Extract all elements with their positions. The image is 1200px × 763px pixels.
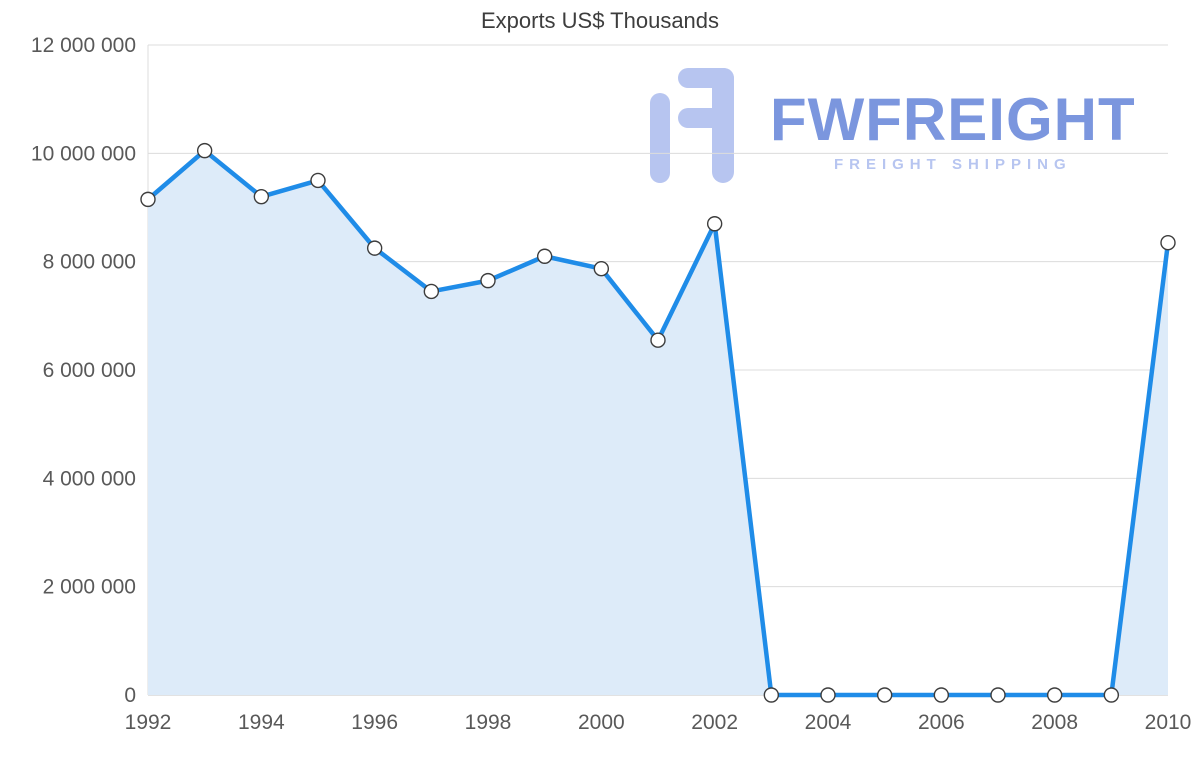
y-axis-label: 0 xyxy=(124,684,136,707)
data-point-marker xyxy=(876,687,893,703)
y-axis-label: 10 000 000 xyxy=(31,142,136,165)
data-point-marker xyxy=(1160,235,1176,251)
y-axis-label: 12 000 000 xyxy=(31,34,136,57)
y-axis-label: 6 000 000 xyxy=(43,359,136,382)
y-axis-label: 4 000 000 xyxy=(43,467,136,490)
x-axis-label: 2008 xyxy=(1031,711,1078,734)
chart-title: Exports US$ Thousands xyxy=(480,8,720,33)
x-axis-label: 1994 xyxy=(238,711,285,734)
x-axis-label: 1998 xyxy=(465,711,512,734)
data-point-marker xyxy=(990,687,1006,703)
data-point-marker xyxy=(536,248,553,264)
data-point-marker xyxy=(423,283,440,300)
watermark-tagline: FREIGHT SHIPPING xyxy=(833,156,1072,173)
x-axis-label: 1992 xyxy=(125,711,172,734)
area-fill xyxy=(148,150,1168,695)
watermark-brand: FWFREIGHT xyxy=(770,86,1136,153)
data-point-marker xyxy=(706,216,723,232)
data-point-marker xyxy=(310,172,326,189)
data-point-marker xyxy=(650,332,666,348)
data-point-marker xyxy=(253,188,270,205)
y-axis-label: 8 000 000 xyxy=(43,251,136,274)
data-point-marker xyxy=(1046,687,1063,703)
watermark-text-block: FWFREIGHT FREIGHT SHIPPING xyxy=(770,86,1136,174)
data-point-marker xyxy=(140,191,156,208)
y-axis-label: 2 000 000 xyxy=(43,576,136,599)
x-axis-label: 2010 xyxy=(1145,711,1192,734)
fwfreight-logo-icon xyxy=(650,68,734,183)
watermark: FWFREIGHT FREIGHT SHIPPING xyxy=(650,68,1136,183)
x-axis-label: 2000 xyxy=(578,711,625,734)
data-point-marker xyxy=(480,272,496,289)
x-axis-label: 2002 xyxy=(691,711,738,734)
data-point-marker xyxy=(196,142,213,159)
data-point-marker xyxy=(763,687,780,703)
data-point-marker xyxy=(1103,687,1120,703)
data-point-marker xyxy=(820,687,836,703)
x-axis-label: 1996 xyxy=(351,711,398,734)
data-point-marker xyxy=(933,687,950,703)
x-axis-label: 2004 xyxy=(805,711,852,734)
data-point-marker xyxy=(593,261,610,277)
data-point-marker xyxy=(366,240,383,256)
x-axis-label: 2006 xyxy=(918,711,965,734)
